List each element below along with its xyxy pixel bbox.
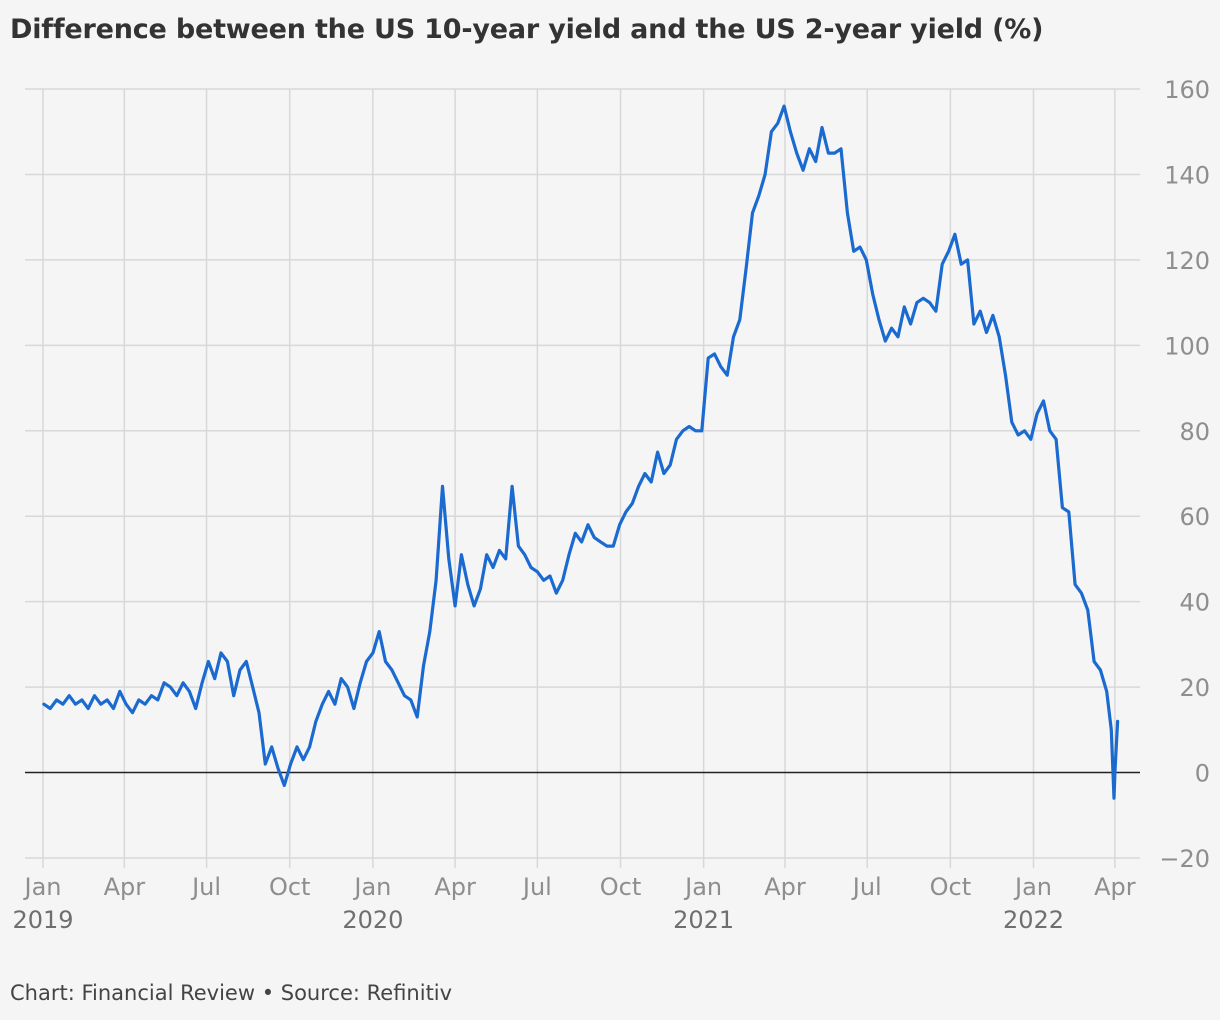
gridlines — [25, 88, 1140, 868]
x-tick-label: Oct — [600, 873, 642, 901]
x-tick-label: Apr — [104, 873, 146, 901]
x-year-label: 2020 — [342, 906, 403, 934]
series-layer — [42, 104, 1120, 800]
chart-title: Difference between the US 10-year yield … — [10, 14, 1044, 45]
x-tick-label: Jul — [190, 873, 221, 901]
y-tick-label: 140 — [1164, 161, 1210, 189]
y-tick-label: 40 — [1179, 589, 1210, 617]
x-tick-label: Jan — [683, 873, 722, 901]
y-tick-label: 80 — [1179, 418, 1210, 446]
y-tick-label: 120 — [1164, 247, 1210, 275]
y-tick-label: 60 — [1179, 503, 1210, 531]
x-year-label: 2021 — [673, 906, 734, 934]
y-axis-ticks: −20 0 20 40 60 80 100 120 140 160 — [1159, 76, 1210, 873]
x-tick-label: Apr — [764, 873, 806, 901]
chart-caption: Chart: Financial Review • Source: Refini… — [10, 981, 453, 1005]
x-tick-label: Oct — [269, 873, 311, 901]
x-tick-label: Apr — [1094, 873, 1136, 901]
x-tick-label: Jan — [23, 873, 62, 901]
x-year-label: 2022 — [1003, 906, 1064, 934]
x-year-label: 2019 — [12, 906, 73, 934]
x-tick-label: Jan — [352, 873, 391, 901]
x-axis-ticks: Jan 2019 Apr Jul Oct Jan 2020 Apr Jul Oct Jan 2021 A… — [12, 873, 1135, 934]
x-tick-label: Jul — [851, 873, 882, 901]
x-tick-label: Jan — [1013, 873, 1052, 901]
x-tick-label: Apr — [434, 873, 476, 901]
y-tick-label: 20 — [1179, 674, 1210, 702]
x-tick-label: Oct — [930, 873, 972, 901]
series-line-0 — [42, 104, 1120, 800]
y-tick-label: −20 — [1159, 845, 1210, 873]
x-tick-label: Jul — [521, 873, 552, 901]
y-tick-label: 160 — [1164, 76, 1210, 104]
y-tick-label: 100 — [1164, 332, 1210, 360]
y-tick-label: 0 — [1195, 760, 1210, 788]
